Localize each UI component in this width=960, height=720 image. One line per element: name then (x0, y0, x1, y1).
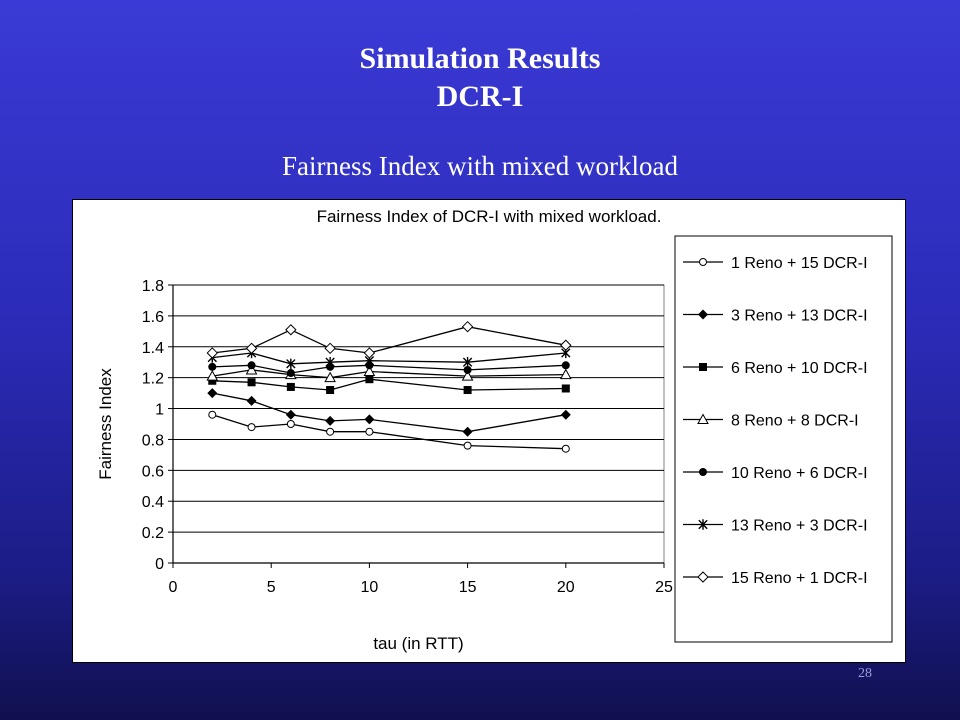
data-point (286, 420, 295, 428)
legend-marker (698, 519, 708, 530)
slide-title-line1: Simulation Results (359, 42, 601, 75)
data-point (561, 384, 570, 393)
y-tick-label: 0.8 (142, 432, 164, 449)
legend-marker (699, 468, 707, 476)
y-tick-label: 1.8 (142, 278, 164, 295)
data-point (326, 427, 335, 436)
data-point (286, 369, 295, 378)
data-point (206, 347, 218, 359)
legend-label: 10 Reno + 6 DCR-I (731, 465, 868, 482)
data-point (208, 362, 217, 371)
data-point (363, 365, 376, 376)
x-tick-label: 20 (557, 579, 575, 596)
slide-title: Simulation Results DCR-I (0, 40, 960, 116)
legend-label: 13 Reno + 3 DCR-I (731, 518, 868, 535)
data-point (560, 409, 571, 420)
y-tick-label: 0.2 (142, 525, 164, 542)
plot-area (172, 284, 665, 564)
data-point (208, 410, 217, 419)
data-point (462, 426, 473, 437)
data-point (208, 376, 217, 385)
page-number: 28 (858, 666, 872, 681)
data-point (247, 361, 256, 370)
legend-marker (699, 363, 707, 371)
data-point (326, 386, 335, 395)
data-point (463, 386, 472, 395)
legend-label: 8 Reno + 8 DCR-I (731, 413, 859, 430)
legend-label: 15 Reno + 1 DCR-I (731, 570, 868, 587)
data-point (463, 365, 472, 374)
data-point (285, 324, 297, 336)
data-point (462, 357, 473, 368)
y-tick-label: 1.4 (142, 340, 164, 357)
chart-frame: Fairness Index of DCR-I with mixed workl… (72, 199, 906, 663)
x-tick-label: 10 (361, 579, 379, 596)
data-point (559, 368, 572, 380)
data-point (325, 357, 335, 368)
data-point (324, 342, 336, 355)
data-point (207, 388, 218, 399)
legend-label: 3 Reno + 13 DCR-I (731, 308, 868, 325)
data-point (561, 361, 570, 370)
y-tick-label: 0 (155, 556, 164, 573)
fairness-chart: Fairness Index of DCR-I with mixed workl… (96, 207, 893, 653)
data-point (245, 363, 258, 375)
legend-label: 6 Reno + 10 DCR-I (731, 360, 868, 377)
legend-label: 1 Reno + 15 DCR-I (731, 255, 868, 272)
x-axis-label: tau (in RTT) (373, 634, 463, 653)
data-point (461, 320, 474, 333)
chart-title: Fairness Index of DCR-I with mixed workl… (317, 207, 662, 226)
y-axis-label: Fairness Index (96, 368, 115, 480)
data-point (324, 371, 336, 383)
data-point (245, 342, 258, 355)
data-point (363, 347, 376, 359)
x-tick-label: 5 (267, 579, 276, 596)
data-point (561, 444, 570, 453)
legend-marker (698, 309, 708, 320)
slide-subtitle: Fairness Index with mixed workload (282, 151, 678, 181)
data-point (247, 423, 256, 432)
data-point (463, 441, 472, 450)
data-point (246, 395, 257, 406)
data-point (285, 409, 296, 420)
y-tick-label: 1 (155, 402, 164, 419)
data-point (365, 427, 374, 436)
y-tick-label: 1.2 (142, 371, 164, 388)
x-tick-label: 0 (169, 579, 178, 596)
slide-title-line2: DCR-I (436, 80, 524, 113)
y-tick-label: 0.4 (142, 494, 164, 511)
data-point (365, 375, 374, 384)
x-tick-label: 25 (655, 579, 673, 596)
data-point (325, 415, 336, 426)
data-point (364, 414, 375, 425)
y-tick-label: 0.6 (142, 463, 164, 480)
data-point (247, 378, 256, 387)
data-point (461, 370, 474, 381)
legend-marker (699, 258, 707, 266)
data-point (206, 370, 219, 381)
legend-marker (697, 413, 709, 424)
legend-marker (697, 571, 709, 583)
legend-box (674, 235, 893, 643)
y-tick-label: 1.6 (142, 309, 164, 326)
data-point (286, 382, 295, 391)
data-point (560, 339, 572, 351)
x-tick-label: 15 (459, 579, 477, 596)
data-point (286, 358, 296, 369)
